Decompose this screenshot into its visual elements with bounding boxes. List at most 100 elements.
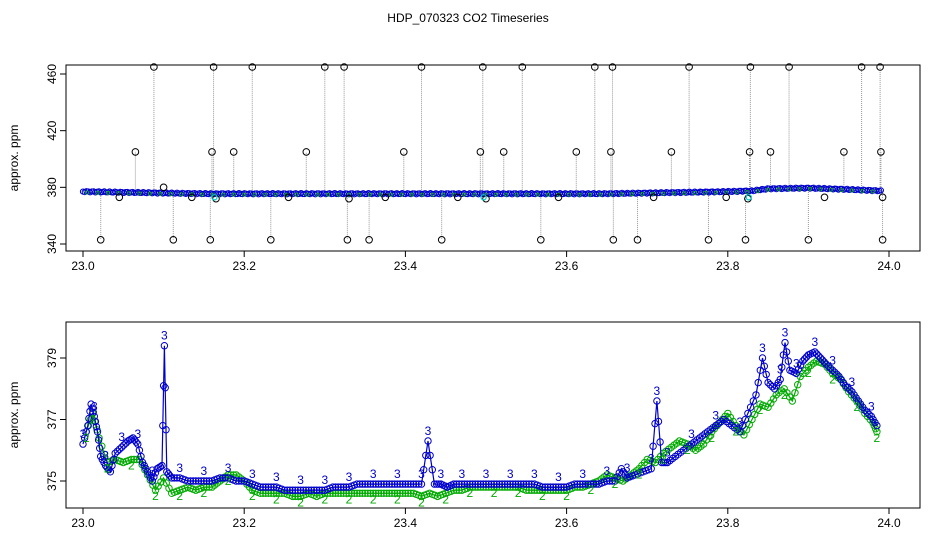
series-2-marker-label: 2 bbox=[394, 492, 401, 506]
series-2-marker-label: 2 bbox=[321, 492, 328, 506]
overlay-point bbox=[158, 191, 163, 196]
series-3-point bbox=[863, 408, 871, 416]
series-3-marker-label: 3 bbox=[782, 326, 789, 340]
overlay-point bbox=[546, 192, 551, 197]
series-3-point bbox=[754, 378, 762, 387]
overlay-point bbox=[797, 186, 802, 191]
outlier-point bbox=[343, 236, 352, 244]
series-2-marker-label: 2 bbox=[874, 431, 881, 445]
series-3-marker-label: 3 bbox=[624, 461, 631, 475]
outlier-point bbox=[609, 236, 618, 244]
series-3-point bbox=[337, 483, 345, 491]
outlier-point bbox=[131, 148, 140, 156]
series-3-point bbox=[557, 483, 565, 491]
series-3-point bbox=[391, 480, 399, 488]
series-3-point bbox=[826, 364, 835, 372]
series-3-point bbox=[235, 477, 243, 485]
series-2-marker-label: 2 bbox=[829, 372, 836, 386]
series-3-point bbox=[407, 480, 415, 488]
series-3-point bbox=[109, 455, 118, 464]
series-3-point bbox=[579, 480, 587, 488]
series-3-point bbox=[364, 480, 372, 488]
series-3-marker-label: 3 bbox=[712, 409, 719, 423]
series-3-point bbox=[455, 480, 463, 488]
overlay-point bbox=[629, 192, 634, 197]
overlay-point bbox=[315, 192, 320, 197]
outlier-point bbox=[340, 63, 348, 71]
series-2-point bbox=[116, 457, 125, 466]
x-tick-label: 23.8 bbox=[716, 516, 740, 530]
x-tick-label: 24.0 bbox=[877, 516, 901, 530]
series-3-point bbox=[762, 370, 770, 379]
x-tick-label: 23.6 bbox=[555, 259, 579, 273]
series-3-point bbox=[809, 349, 817, 357]
series-3-point bbox=[613, 473, 621, 481]
series-2-marker-label: 2 bbox=[418, 495, 425, 509]
series-3-marker-label: 3 bbox=[418, 467, 425, 481]
series-3-point bbox=[202, 477, 211, 485]
overlay-point bbox=[367, 192, 372, 197]
overlay-point bbox=[325, 192, 330, 197]
cyan-point bbox=[211, 194, 218, 201]
top-x-axis: 23.0 23.2 23.4 23.6 23.8 24.0 bbox=[71, 250, 901, 273]
series-2-point bbox=[356, 489, 364, 497]
series-2-marker-label: 2 bbox=[563, 489, 570, 503]
top-y-axis: 340 380 420 460 bbox=[45, 64, 67, 254]
series-3-point bbox=[768, 383, 777, 391]
series-2-point bbox=[98, 442, 106, 450]
series-2-marker-label: 2 bbox=[370, 492, 377, 506]
top-panel: 23.0 23.2 23.4 23.6 23.8 24.0 340 380 420 460 ap… bbox=[7, 63, 921, 273]
x-tick-label: 23.2 bbox=[233, 516, 257, 530]
outlier-point bbox=[437, 236, 446, 244]
series-2-point bbox=[364, 489, 372, 497]
series-2-point bbox=[431, 491, 439, 499]
overlay-point bbox=[870, 189, 875, 194]
series-3-marker-label: 3 bbox=[438, 467, 445, 481]
x-tick-label: 23.4 bbox=[394, 259, 418, 273]
outlier-point bbox=[685, 63, 693, 71]
series-3-point bbox=[237, 477, 246, 485]
x-tick-label: 23.0 bbox=[71, 516, 95, 530]
outlier-point bbox=[591, 63, 599, 71]
series-3-point bbox=[424, 437, 432, 445]
series-3-point bbox=[229, 476, 238, 484]
series-3-point bbox=[573, 480, 581, 488]
overlay-point bbox=[441, 192, 446, 197]
series-2-point bbox=[794, 381, 802, 389]
series-3-point bbox=[87, 400, 95, 408]
outlier-point bbox=[400, 148, 408, 156]
series-3-marker-label: 3 bbox=[297, 473, 304, 487]
series-3-point bbox=[493, 480, 501, 488]
overlay-point bbox=[168, 191, 173, 196]
series-3-point bbox=[503, 480, 512, 488]
y-tick-label: 379 bbox=[45, 348, 59, 368]
overlay-point bbox=[106, 190, 111, 195]
series-3-point bbox=[781, 338, 789, 347]
baseline-point bbox=[877, 187, 885, 194]
outlier-point bbox=[704, 236, 713, 244]
series-3-point bbox=[600, 478, 608, 486]
series-2-point bbox=[361, 489, 369, 497]
series-3-point bbox=[796, 361, 805, 369]
series-3-point bbox=[760, 362, 768, 370]
x-tick-label: 23.0 bbox=[71, 259, 95, 273]
series-3-point bbox=[417, 480, 426, 488]
series-2-point bbox=[697, 442, 705, 450]
series-3-point bbox=[605, 477, 614, 485]
series-3-point bbox=[318, 486, 326, 494]
series-3-point bbox=[471, 480, 479, 488]
series-3-marker-label: 3 bbox=[201, 464, 208, 478]
series-3-point bbox=[487, 480, 496, 488]
overlay-point bbox=[755, 188, 760, 193]
series-2-point bbox=[165, 484, 173, 492]
series-3-point bbox=[382, 480, 391, 488]
series-3-point bbox=[468, 480, 477, 488]
series-3-point bbox=[267, 483, 275, 491]
outlier-point bbox=[321, 63, 329, 71]
series-3-marker-label: 3 bbox=[648, 452, 655, 466]
series-3-point bbox=[587, 480, 595, 488]
series-3-point bbox=[331, 483, 340, 491]
outlier-point bbox=[820, 193, 829, 202]
y-tick-label: 375 bbox=[45, 471, 59, 491]
overlay-point bbox=[504, 192, 509, 197]
